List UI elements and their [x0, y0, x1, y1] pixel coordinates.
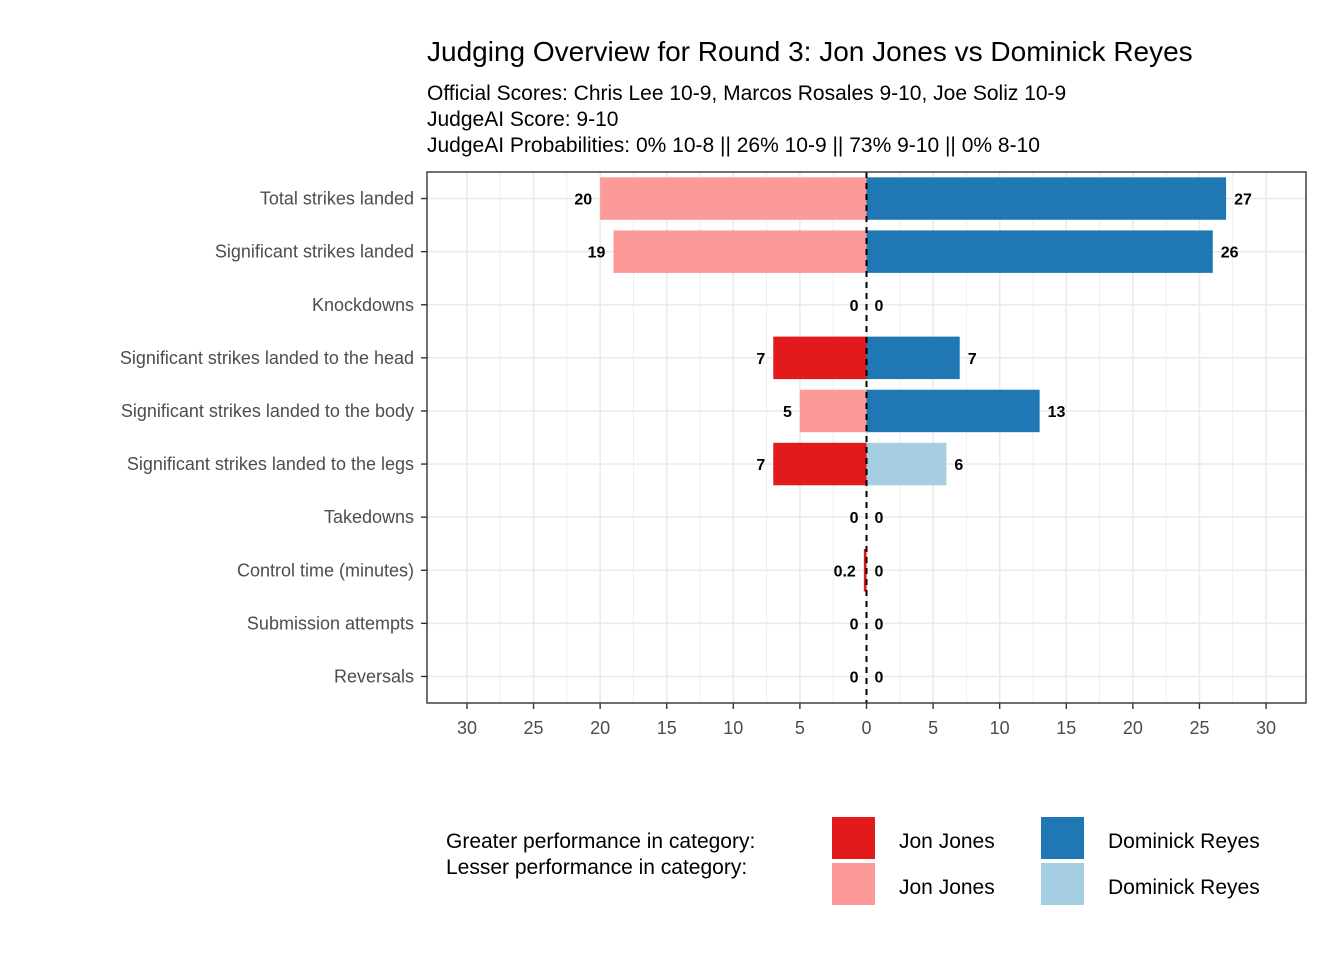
bar-jon-jones — [863, 549, 867, 592]
legend-label-jones-lesser: Jon Jones — [899, 876, 995, 899]
value-label-dominick-reyes: 0 — [875, 669, 884, 686]
value-label-jon-jones: 0 — [850, 616, 859, 633]
value-axis-tick-label: 10 — [990, 718, 1010, 738]
value-axis-tick-label: 5 — [928, 718, 938, 738]
value-axis-tick-label: 10 — [723, 718, 743, 738]
bar-dominick-reyes — [866, 336, 960, 380]
legend-label-reyes-lesser: Dominick Reyes — [1108, 876, 1260, 899]
value-label-jon-jones: 5 — [783, 404, 792, 421]
value-label-dominick-reyes: 0 — [875, 298, 884, 315]
value-label-dominick-reyes: 26 — [1221, 245, 1239, 262]
legend: Greater performance in category: Lesser … — [446, 817, 1260, 905]
bar-dominick-reyes — [866, 230, 1213, 273]
value-label-jon-jones: 0 — [850, 510, 859, 527]
value-label-dominick-reyes: 27 — [1234, 192, 1252, 209]
value-axis-tick-label: 15 — [657, 718, 677, 738]
bar-dominick-reyes — [866, 177, 1227, 220]
value-label-dominick-reyes: 0 — [875, 563, 884, 580]
value-label-dominick-reyes: 0 — [875, 616, 884, 633]
subtitle-judgeai-score: JudgeAI Score: 9-10 — [427, 108, 618, 131]
legend-label-reyes-greater: Dominick Reyes — [1108, 830, 1260, 853]
value-label-jon-jones: 0 — [850, 669, 859, 686]
value-label-jon-jones: 20 — [574, 192, 592, 209]
value-axis-tick-label: 25 — [524, 718, 544, 738]
category-label: Takedowns — [324, 507, 414, 527]
value-label-jon-jones: 0.2 — [834, 563, 856, 580]
category-label: Control time (minutes) — [237, 560, 414, 580]
bar-jon-jones — [600, 177, 867, 220]
category-label: Submission attempts — [247, 613, 414, 633]
category-label: Significant strikes landed to the head — [120, 348, 414, 368]
category-label: Significant strikes landed — [215, 242, 414, 262]
legend-row-label-lesser: Lesser performance in category: — [446, 856, 747, 879]
bar-jon-jones — [773, 336, 867, 380]
legend-key-reyes-lesser — [1041, 863, 1084, 905]
value-label-jon-jones: 7 — [756, 351, 765, 368]
bars — [600, 177, 1227, 592]
legend-row-label-greater: Greater performance in category: — [446, 830, 755, 853]
value-axis-tick-label: 0 — [861, 718, 871, 738]
value-axis-tick-label: 30 — [457, 718, 477, 738]
value-label-jon-jones: 0 — [850, 298, 859, 315]
bar-jon-jones — [799, 389, 867, 433]
bar-dominick-reyes — [866, 389, 1040, 433]
legend-key-jones-lesser — [832, 863, 875, 905]
category-label: Significant strikes landed to the body — [121, 401, 414, 421]
category-label: Knockdowns — [312, 295, 414, 315]
bar-jon-jones — [613, 230, 867, 273]
value-axis-tick-label: 5 — [795, 718, 805, 738]
bar-dominick-reyes — [866, 442, 947, 486]
category-label: Total strikes landed — [260, 189, 414, 209]
value-label-dominick-reyes: 7 — [968, 351, 977, 368]
value-axis-tick-label: 25 — [1189, 718, 1209, 738]
value-label-dominick-reyes: 13 — [1048, 404, 1066, 421]
value-label-jon-jones: 19 — [588, 245, 606, 262]
value-label-dominick-reyes: 0 — [875, 510, 884, 527]
subtitle-official-scores: Official Scores: Chris Lee 10-9, Marcos … — [427, 82, 1066, 105]
category-label: Reversals — [334, 666, 414, 686]
category-label: Significant strikes landed to the legs — [127, 454, 414, 474]
value-axis-tick-label: 30 — [1256, 718, 1276, 738]
value-label-jon-jones: 7 — [756, 457, 765, 474]
bar-jon-jones — [773, 442, 867, 486]
legend-key-jones-greater — [832, 817, 875, 859]
value-label-dominick-reyes: 6 — [954, 457, 963, 474]
value-axis-tick-label: 15 — [1056, 718, 1076, 738]
chart-title: Judging Overview for Round 3: Jon Jones … — [427, 36, 1193, 67]
value-axis-tick-label: 20 — [1123, 718, 1143, 738]
category-axis: Total strikes landed Significant strikes … — [120, 189, 427, 686]
legend-key-reyes-greater — [1041, 817, 1084, 859]
legend-label-jones-greater: Jon Jones — [899, 830, 995, 853]
subtitle-judgeai-probabilities: JudgeAI Probabilities: 0% 10-8 || 26% 10… — [427, 134, 1040, 157]
value-axis: 30 25 20 15 10 5 0 5 10 15 20 25 30 — [457, 703, 1276, 738]
value-axis-tick-label: 20 — [590, 718, 610, 738]
